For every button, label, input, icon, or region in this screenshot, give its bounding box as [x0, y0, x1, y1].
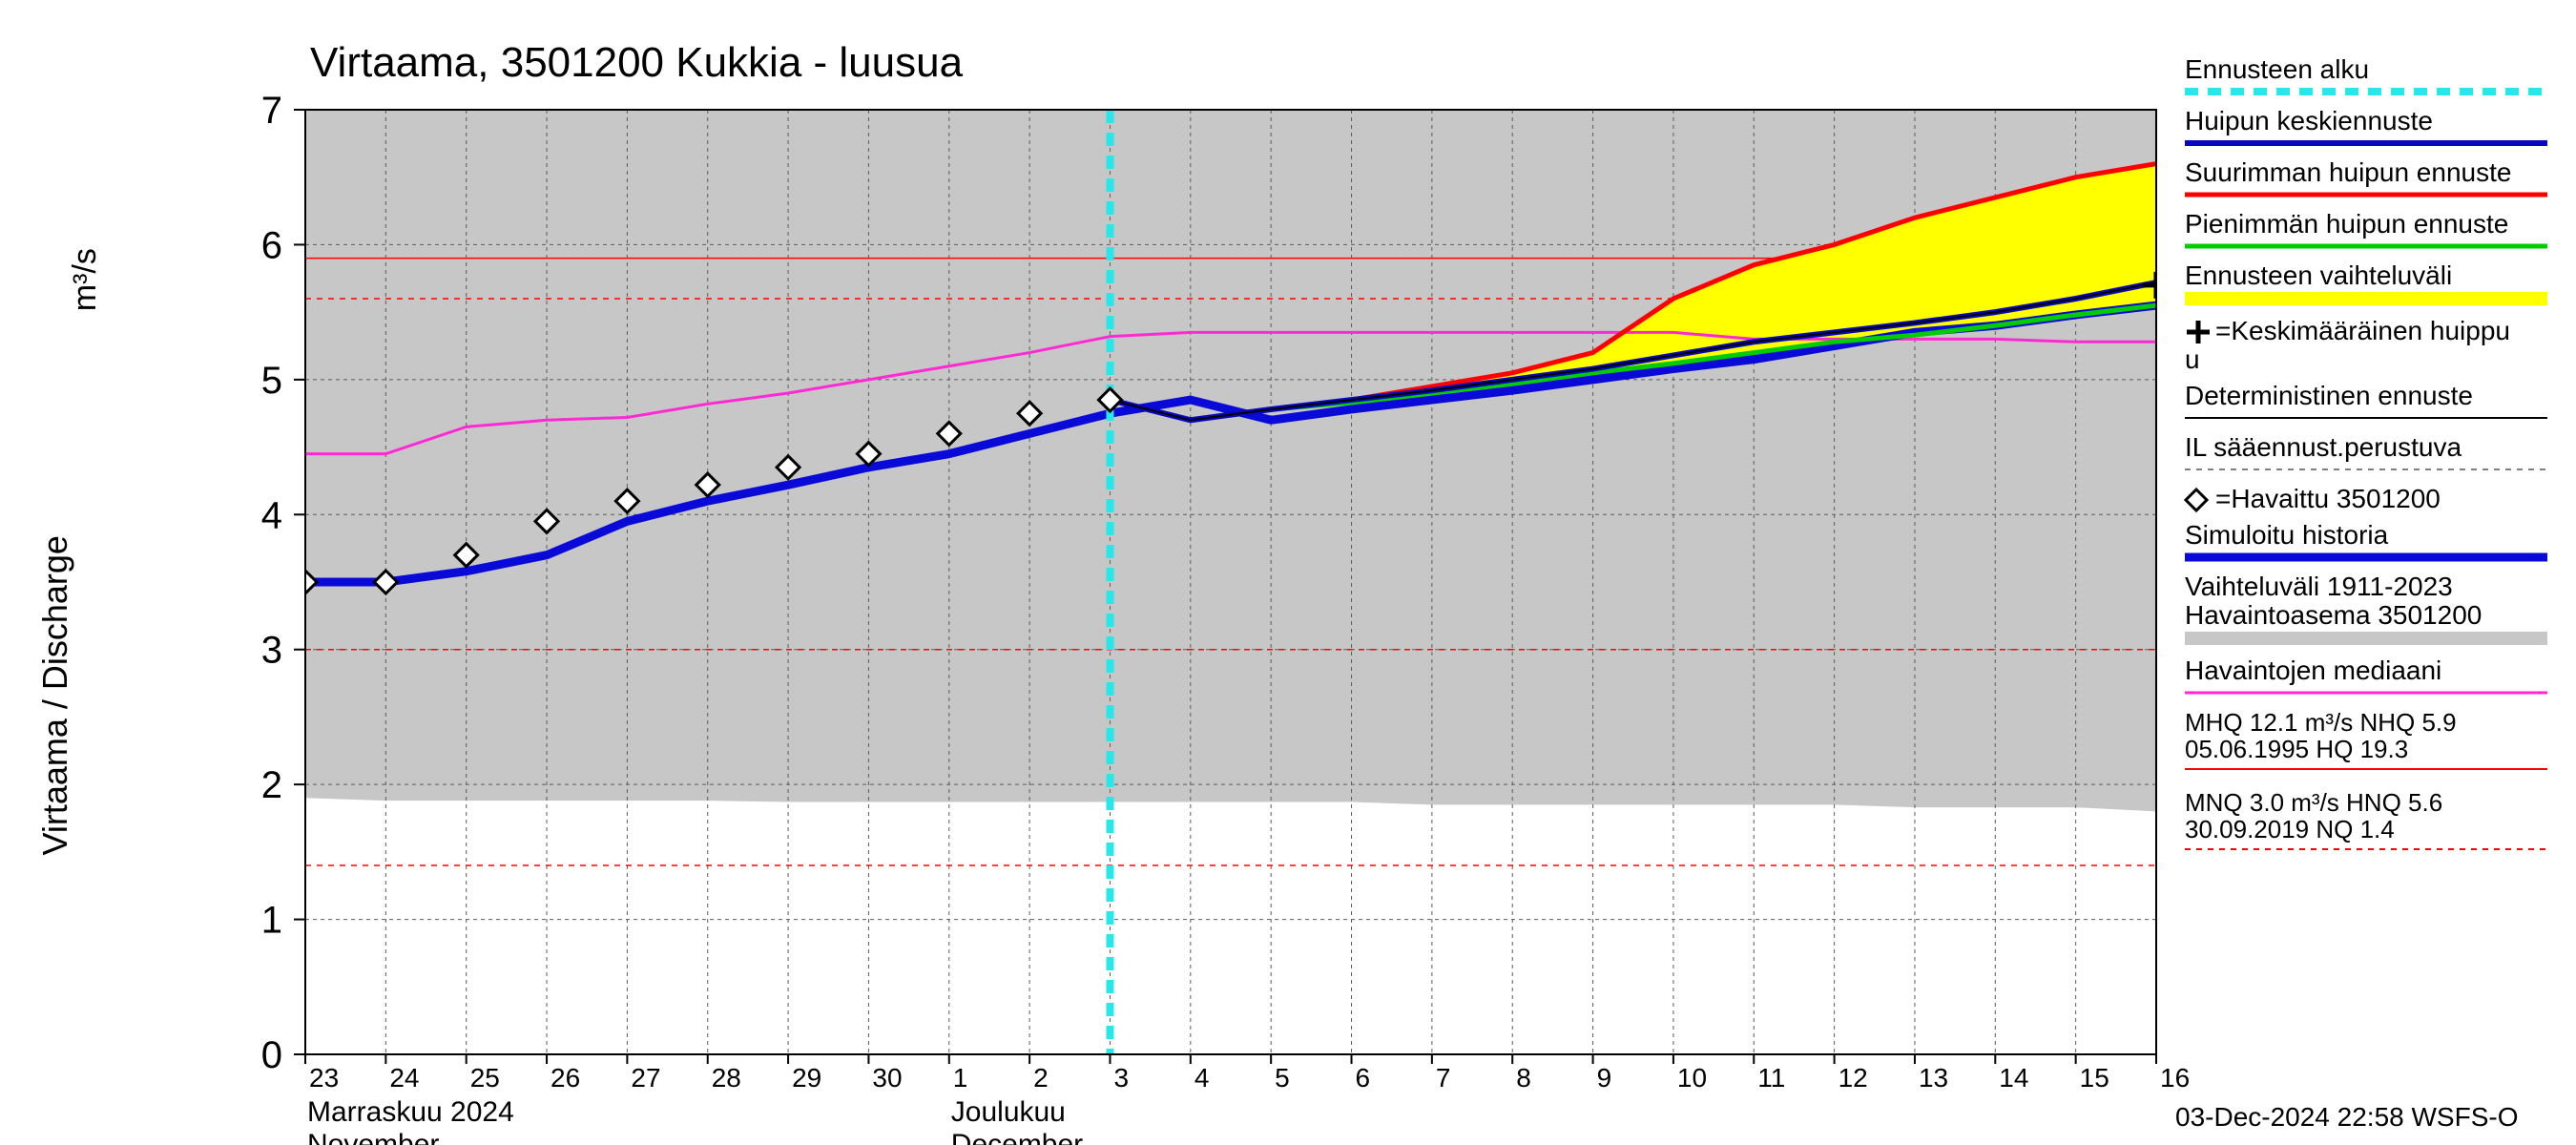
legend-label: Deterministinen ennuste: [2185, 381, 2473, 410]
legend-label: Ennusteen alku: [2185, 54, 2369, 84]
chart-title: Virtaama, 3501200 Kukkia - luusua: [310, 39, 964, 86]
legend-label: IL sääennust.perustuva: [2185, 432, 2462, 462]
x-tick-label: 14: [1999, 1063, 2028, 1093]
x-tick-label: 10: [1677, 1063, 1707, 1093]
x-tick-label: 24: [389, 1063, 419, 1093]
x-tick-label: 28: [712, 1063, 741, 1093]
footer-timestamp: 03-Dec-2024 22:58 WSFS-O: [2175, 1102, 2519, 1132]
legend-label: Ennusteen vaihteluväli: [2185, 260, 2452, 290]
x-tick-label: 25: [470, 1063, 500, 1093]
x-tick-label: 1: [953, 1063, 968, 1093]
y-tick-label: 1: [261, 900, 282, 942]
legend-stat: 30.09.2019 NQ 1.4: [2185, 815, 2395, 843]
x-tick-label: 16: [2160, 1063, 2190, 1093]
x-tick-label: 11: [1757, 1063, 1785, 1093]
historical-range: [305, 110, 2156, 811]
y-axis-label: Virtaama / Discharge: [35, 535, 74, 855]
x-tick-label: 4: [1195, 1063, 1210, 1093]
y-axis-unit: m³/s: [67, 248, 103, 311]
x-tick-label: 5: [1275, 1063, 1290, 1093]
x-tick-label: 9: [1597, 1063, 1612, 1093]
legend-label: Vaihteluväli 1911-2023: [2185, 572, 2453, 601]
month-label: November: [307, 1129, 439, 1145]
chart-svg: 0123456723242526272829301234567891011121…: [0, 0, 2576, 1145]
legend-swatch: [2185, 632, 2547, 645]
legend-stat: 05.06.1995 HQ 19.3: [2185, 735, 2408, 763]
legend-sublabel: Havaintoasema 3501200: [2185, 600, 2482, 630]
x-tick-label: 26: [551, 1063, 580, 1093]
legend-label: =Havaittu 3501200: [2215, 484, 2441, 513]
x-tick-label: 29: [792, 1063, 821, 1093]
y-tick-label: 6: [261, 224, 282, 266]
legend-stat: MNQ 3.0 m³/s HNQ 5.6: [2185, 788, 2442, 817]
y-tick-label: 5: [261, 360, 282, 402]
y-tick-label: 7: [261, 90, 282, 132]
legend-label: u: [2185, 344, 2200, 374]
x-tick-label: 30: [872, 1063, 902, 1093]
x-tick-label: 7: [1436, 1063, 1451, 1093]
x-tick-label: 12: [1839, 1063, 1868, 1093]
x-tick-label: 27: [631, 1063, 660, 1093]
legend-label: Havaintojen mediaani: [2185, 656, 2441, 685]
legend-stat: MHQ 12.1 m³/s NHQ 5.9: [2185, 708, 2457, 737]
x-tick-label: 13: [1919, 1063, 1948, 1093]
x-tick-label: 2: [1033, 1063, 1049, 1093]
y-tick-label: 2: [261, 764, 282, 806]
legend-swatch: [2185, 292, 2547, 305]
x-tick-label: 15: [2080, 1063, 2109, 1093]
legend-label: =Keskimääräinen huippu: [2215, 316, 2510, 345]
y-tick-label: 0: [261, 1034, 282, 1076]
legend-label: Simuloitu historia: [2185, 520, 2389, 550]
x-tick-label: 23: [309, 1063, 339, 1093]
x-tick-label: 8: [1516, 1063, 1531, 1093]
month-label: Marraskuu 2024: [307, 1096, 514, 1128]
legend-label: Suurimman huipun ennuste: [2185, 157, 2511, 187]
y-tick-label: 3: [261, 630, 282, 672]
legend-label: Pienimmän huipun ennuste: [2185, 209, 2508, 239]
x-tick-label: 3: [1113, 1063, 1129, 1093]
legend-label: Huipun keskiennuste: [2185, 106, 2433, 135]
month-label: Joulukuu: [951, 1096, 1066, 1128]
month-label: December: [951, 1129, 1083, 1145]
x-tick-label: 6: [1356, 1063, 1371, 1093]
y-tick-label: 4: [261, 494, 282, 536]
chart-container: 0123456723242526272829301234567891011121…: [0, 0, 2576, 1145]
